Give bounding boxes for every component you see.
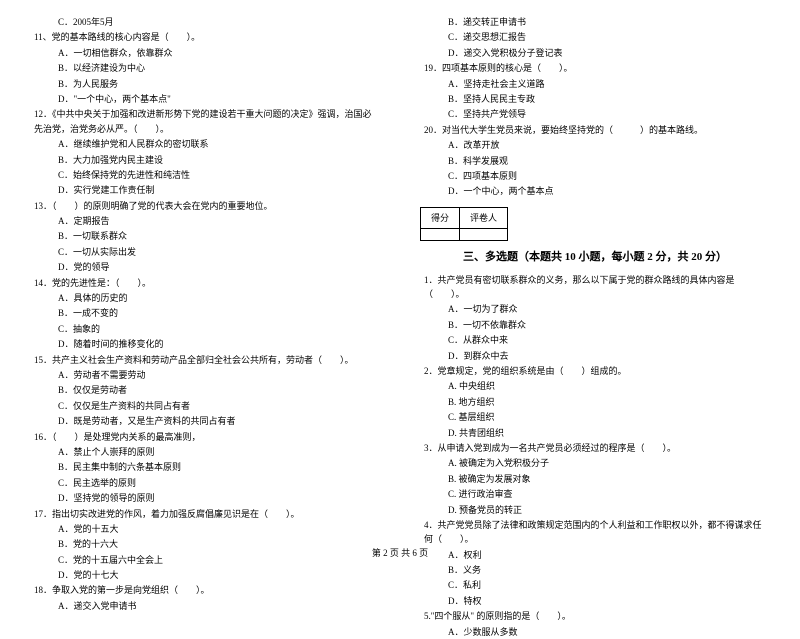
question-text: 1．共产党员有密切联系群众的义务，那么以下属于党的群众路线的具体内容是（ ）。 [420,273,770,302]
question-text: 11、党的基本路线的核心内容是（ ）。 [30,30,380,44]
option-text: C．四项基本原则 [420,169,770,183]
question-text: 17．指出切实改进党的作风，着力加强反腐倡廉见识是在（ ）。 [30,507,380,521]
option-text: C．仅仅是生产资料的共同占有者 [30,399,380,413]
option-text: A．党的十五大 [30,522,380,536]
option-text: B．民主集中制的六条基本原则 [30,460,380,474]
option-text: C．2005年5月 [30,15,380,29]
option-text: B. 地方组织 [420,395,770,409]
option-text: D．一个中心，两个基本点 [420,184,770,198]
grader-cell-empty [460,229,508,241]
question-text: 18．争取入党的第一步是向党组织（ ）。 [30,583,380,597]
option-text: A．少数服从多数 [420,625,770,639]
question-text: 13．（ ）的原则明确了党的代表大会在党内的重要地位。 [30,199,380,213]
option-text: D．实行党建工作责任制 [30,183,380,197]
option-text: B．义务 [420,563,770,577]
option-text: B．大力加强党内民主建设 [30,153,380,167]
option-text: C. 进行政治审查 [420,487,770,501]
option-text: A．继续维护党和人民群众的密切联系 [30,137,380,151]
option-text: A. 被确定为入党积极分子 [420,456,770,470]
question-text: 5."四个服从" 的原则指的是（ ）。 [420,609,770,623]
option-text: A．递交入党申请书 [30,599,380,613]
score-header-grader: 评卷人 [460,207,508,228]
option-text: A．禁止个人崇拜的原则 [30,445,380,459]
section-title: 三、多选题（本题共 10 小题，每小题 2 分，共 20 分） [420,249,770,267]
option-text: C. 基层组织 [420,410,770,424]
score-cell-empty [421,229,460,241]
option-text: A．具体的历史的 [30,291,380,305]
option-text: A．改革开放 [420,138,770,152]
option-text: D．随着时间的推移变化的 [30,337,380,351]
option-text: B. 被确定为发展对象 [420,472,770,486]
option-text: A．定期报告 [30,214,380,228]
option-text: B．为人民服务 [30,77,380,91]
question-text: 16．（ ）是处理党内关系的最高准则， [30,430,380,444]
option-text: B．一切不依靠群众 [420,318,770,332]
option-text: B．仅仅是劳动者 [30,383,380,397]
option-text: D．党的十七大 [30,568,380,582]
option-text: D．党的领导 [30,260,380,274]
option-text: D. 预备党员的转正 [420,503,770,517]
score-header-score: 得分 [421,207,460,228]
option-text: C．私利 [420,578,770,592]
option-text: D．既是劳动者，又是生产资料的共同占有者 [30,414,380,428]
left-column: C．2005年5月11、党的基本路线的核心内容是（ ）。 A．一切相信群众，依靠群… [30,15,380,535]
option-text: A．劳动者不需要劳动 [30,368,380,382]
option-text: C．从群众中来 [420,333,770,347]
option-text: C．递交思想汇报告 [420,30,770,44]
option-text: D．特权 [420,594,770,608]
option-text: D．递交入党积极分子登记表 [420,46,770,60]
question-text: 3．从申请入党到成为一名共产党员必须经过的程序是（ ）。 [420,441,770,455]
option-text: D. 共青团组织 [420,426,770,440]
option-text: D．"一个中心，两个基本点" [30,92,380,106]
option-text: C．民主选举的原则 [30,476,380,490]
option-text: C．一切从实际出发 [30,245,380,259]
question-text: 4．共产党党员除了法律和政策规定范围内的个人利益和工作职权以外，都不得谋求任何（… [420,518,770,547]
option-text: C．抽象的 [30,322,380,336]
question-text: 19．四项基本原则的核心是（ ）。 [420,61,770,75]
page-footer: 第 2 页 共 6 页 [0,546,800,559]
option-text: B．一切联系群众 [30,229,380,243]
score-table: 得分评卷人 [420,207,508,241]
option-text: B．坚持人民民主专政 [420,92,770,106]
question-text: 14．党的先进性是：（ ）。 [30,276,380,290]
option-text: B．科学发展观 [420,154,770,168]
option-text: B．递交转正申请书 [420,15,770,29]
option-text: A．一切相信群众，依靠群众 [30,46,380,60]
option-text: C．坚持共产党领导 [420,107,770,121]
option-text: D．坚持党的领导的原则 [30,491,380,505]
option-text: C．始终保持党的先进性和纯洁性 [30,168,380,182]
question-text: 12．《中共中央关于加强和改进新形势下党的建设若干重大问题的决定》强调，治国必先… [30,107,380,136]
question-text: 15．共产主义社会生产资料和劳动产品全部归全社会公共所有，劳动者（ ）。 [30,353,380,367]
option-text: A．一切为了群众 [420,302,770,316]
option-text: A．坚持走社会主义道路 [420,77,770,91]
option-text: A. 中央组织 [420,379,770,393]
option-text: B．一成不变的 [30,306,380,320]
option-text: D．到群众中去 [420,349,770,363]
question-text: 20．对当代大学生党员来说，要始终坚持党的（ ）的基本路线。 [420,123,770,137]
right-column: B．递交转正申请书C．递交思想汇报告 D．递交入党积极分子登记表19．四项基本原则… [420,15,770,535]
question-text: 2．党章规定，党的组织系统是由（ ）组成的。 [420,364,770,378]
option-text: B．以经济建设为中心 [30,61,380,75]
